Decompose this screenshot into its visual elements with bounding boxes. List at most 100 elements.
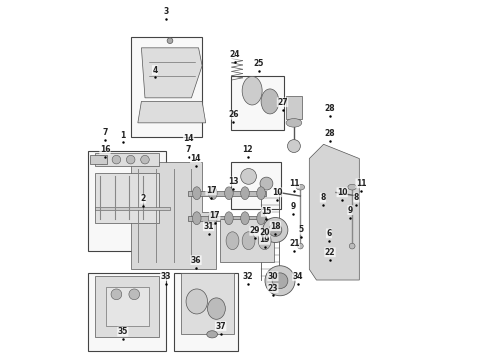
Bar (181, 273, 234, 334)
Text: 36: 36 (191, 256, 201, 265)
Ellipse shape (288, 140, 300, 153)
Text: 8: 8 (320, 193, 325, 202)
Text: 22: 22 (325, 248, 335, 257)
Text: 24: 24 (230, 50, 240, 59)
Text: 28: 28 (325, 104, 335, 113)
Text: 10: 10 (337, 188, 347, 197)
Polygon shape (138, 102, 206, 123)
Text: 8: 8 (354, 193, 359, 202)
Text: 25: 25 (253, 59, 264, 68)
Text: 11: 11 (289, 179, 299, 188)
Ellipse shape (209, 187, 217, 200)
Ellipse shape (129, 289, 140, 300)
Text: 33: 33 (160, 272, 171, 281)
Ellipse shape (261, 89, 279, 114)
Text: 30: 30 (268, 272, 278, 281)
Text: 17: 17 (206, 186, 217, 195)
Bar (95, 173, 159, 223)
Ellipse shape (186, 289, 207, 314)
Text: 29: 29 (250, 226, 260, 235)
Text: 17: 17 (209, 211, 220, 220)
Polygon shape (131, 162, 217, 269)
Bar (220, 219, 273, 262)
Ellipse shape (257, 187, 266, 200)
Polygon shape (95, 207, 170, 210)
Text: 7: 7 (102, 128, 108, 137)
Text: 21: 21 (289, 239, 299, 248)
Text: 10: 10 (272, 188, 282, 197)
Polygon shape (188, 191, 267, 196)
Bar (95, 153, 159, 166)
Text: 27: 27 (277, 98, 288, 107)
Text: 9: 9 (348, 206, 353, 215)
Bar (286, 96, 302, 119)
Text: 18: 18 (270, 222, 281, 231)
Ellipse shape (126, 156, 135, 164)
Text: 14: 14 (183, 134, 194, 143)
Text: 4: 4 (152, 66, 158, 75)
Text: 37: 37 (216, 322, 226, 331)
FancyBboxPatch shape (173, 273, 238, 351)
Text: 12: 12 (242, 145, 253, 154)
Polygon shape (142, 48, 202, 98)
FancyBboxPatch shape (231, 162, 281, 208)
Ellipse shape (260, 177, 273, 190)
Ellipse shape (263, 217, 288, 243)
Text: 7: 7 (186, 145, 191, 154)
Text: 19: 19 (259, 235, 270, 244)
Ellipse shape (167, 38, 173, 44)
Text: 14: 14 (191, 154, 201, 163)
FancyBboxPatch shape (88, 273, 167, 351)
Ellipse shape (207, 331, 218, 338)
Polygon shape (188, 216, 267, 221)
FancyBboxPatch shape (231, 76, 284, 130)
Text: 15: 15 (261, 207, 271, 216)
Ellipse shape (98, 156, 106, 164)
FancyBboxPatch shape (131, 37, 202, 137)
Text: 35: 35 (118, 327, 128, 336)
Text: 6: 6 (326, 229, 332, 238)
Polygon shape (309, 144, 359, 280)
Ellipse shape (207, 298, 225, 319)
Text: 34: 34 (293, 272, 303, 281)
Bar (95, 276, 159, 337)
Text: 9: 9 (291, 202, 296, 211)
Ellipse shape (272, 273, 288, 289)
Ellipse shape (265, 266, 295, 296)
Text: 20: 20 (259, 228, 270, 237)
Ellipse shape (224, 187, 233, 200)
Ellipse shape (242, 76, 262, 105)
Ellipse shape (349, 243, 355, 249)
Text: 31: 31 (203, 222, 214, 231)
Ellipse shape (141, 156, 149, 164)
Ellipse shape (257, 212, 266, 225)
Ellipse shape (242, 232, 255, 249)
Ellipse shape (286, 118, 302, 127)
Text: 11: 11 (356, 179, 367, 188)
Ellipse shape (269, 224, 282, 237)
Text: 28: 28 (325, 129, 335, 138)
FancyBboxPatch shape (88, 152, 167, 251)
Text: 1: 1 (120, 131, 125, 140)
Ellipse shape (241, 187, 249, 200)
Text: 2: 2 (141, 194, 146, 203)
Ellipse shape (209, 212, 217, 225)
Ellipse shape (193, 187, 201, 200)
Text: 23: 23 (268, 284, 278, 293)
Ellipse shape (193, 212, 201, 225)
Text: 5: 5 (299, 225, 304, 234)
Ellipse shape (241, 168, 256, 184)
Bar (90, 155, 107, 164)
Ellipse shape (111, 289, 122, 300)
Ellipse shape (296, 184, 305, 190)
Ellipse shape (226, 232, 239, 249)
Bar (106, 287, 148, 327)
Text: 3: 3 (163, 7, 169, 16)
Ellipse shape (224, 212, 233, 225)
Ellipse shape (258, 232, 271, 249)
Ellipse shape (348, 184, 356, 190)
Ellipse shape (112, 156, 121, 164)
Text: 32: 32 (243, 272, 253, 281)
Ellipse shape (241, 212, 249, 225)
Ellipse shape (297, 243, 303, 249)
